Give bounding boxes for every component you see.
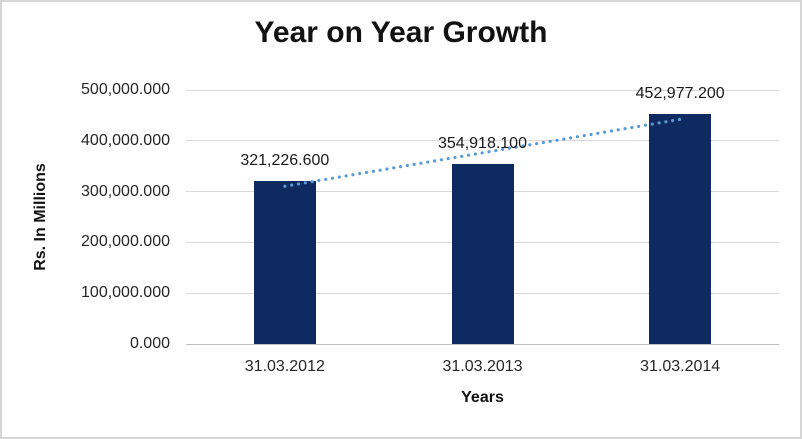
y-tick-label: 400,000.000 [81,131,170,149]
y-tick-label: 200,000.000 [81,233,170,251]
gridline [186,89,779,91]
x-axis-line [186,343,779,345]
bar [451,163,514,344]
chart-title: Year on Year Growth [254,16,548,49]
y-tick-label: 500,000.000 [81,81,170,98]
x-tick-label: 31.03.2012 [244,358,325,375]
x-axis-title: Years [461,389,504,406]
x-tick-label: 31.03.2014 [640,358,721,375]
trendline [283,117,682,188]
y-tick-label: 100,000.000 [81,284,170,302]
x-tick-label: 31.03.2013 [442,358,523,375]
bar [649,113,712,344]
bar [253,180,316,344]
bar-data-label: 452,977.200 [635,84,725,102]
bar-data-label: 321,226.600 [240,151,330,169]
bar-data-label: 354,918.100 [438,134,527,152]
gridline [186,140,779,142]
y-tick-label: 300,000.000 [81,182,170,200]
y-tick-label: 0.000 [129,335,170,352]
plot-area [186,89,779,345]
y-axis-title: Rs. In Millions [32,163,49,271]
trendline-path [283,117,682,188]
